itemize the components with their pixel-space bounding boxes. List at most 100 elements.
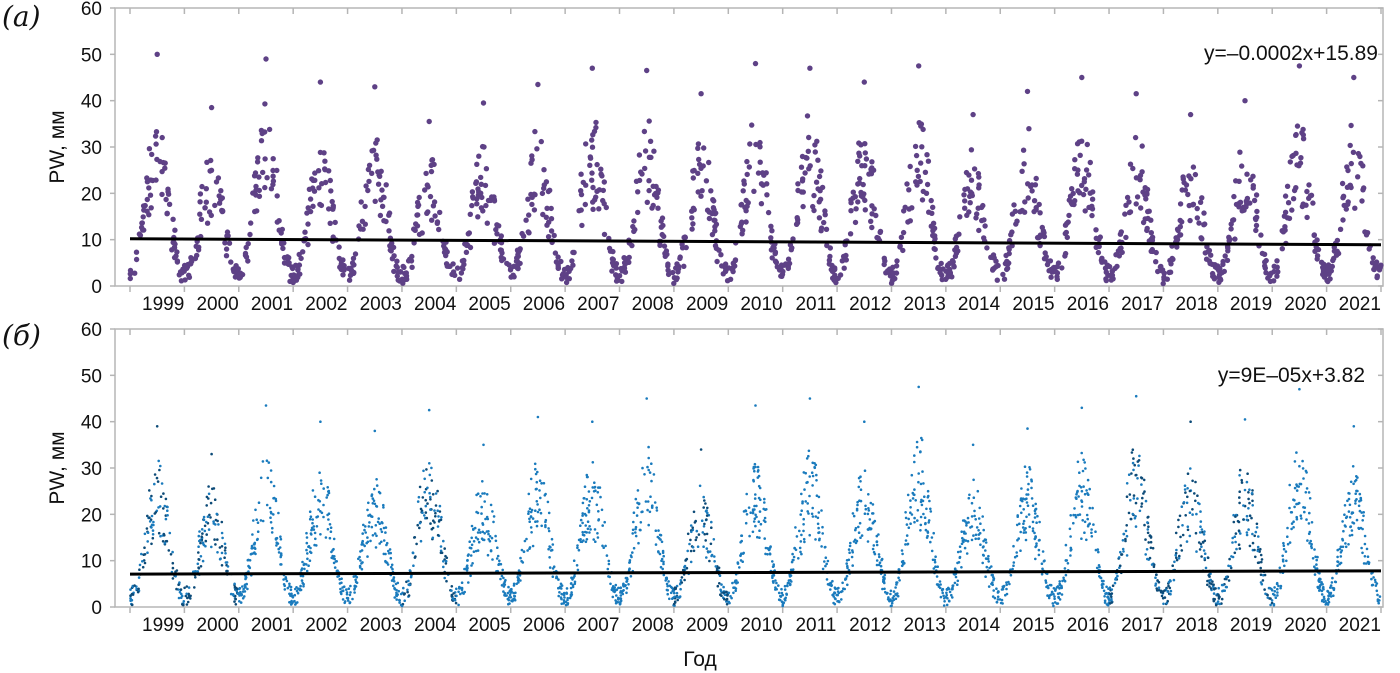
data-point [646,508,649,512]
data-point [659,565,663,569]
data-point [714,565,718,568]
data-point [877,553,881,556]
x-tick-label: 2005 [468,294,510,315]
data-point [318,202,325,209]
data-point [996,598,1000,601]
data-point [275,544,278,547]
data-point [463,590,467,594]
data-point [498,254,504,261]
data-point [1074,171,1081,177]
data-point [1238,496,1241,499]
data-point [742,551,745,555]
scatter-points [127,51,1384,287]
data-point [262,184,268,191]
data-point [754,493,757,496]
data-point [373,532,377,535]
data-point [485,515,489,519]
data-point [880,558,883,562]
data-point [869,501,873,505]
data-point [632,546,636,550]
data-point [875,540,879,544]
data-point [220,208,226,214]
data-point [1313,573,1317,576]
data-point [920,498,923,502]
data-point [1238,490,1241,494]
data-point [1216,600,1220,603]
data-point [471,562,474,565]
data-point [785,592,788,596]
data-point [1217,586,1220,590]
data-point [611,586,614,590]
data-point [1201,222,1207,228]
data-point [1054,264,1060,270]
data-point [270,167,276,174]
data-point [683,578,686,582]
data-point [348,601,352,604]
data-point [1304,469,1308,473]
data-point [799,153,806,160]
data-point [1293,132,1299,138]
data-point [1119,550,1122,554]
data-point [1259,553,1263,557]
data-point [1086,517,1089,521]
data-point [1185,501,1189,505]
data-point [483,166,490,172]
data-point [590,132,596,138]
data-point [415,542,418,546]
y-tick-label: 30 [81,138,102,159]
data-point [963,532,966,535]
data-point [1146,528,1150,531]
data-point [402,586,405,590]
data-point [1299,482,1303,486]
data-point [454,601,458,605]
data-point [798,164,805,170]
data-point [1134,515,1137,518]
data-point [875,559,879,562]
data-point [802,523,805,526]
data-point [1344,545,1348,549]
x-tick-label: 2003 [360,294,402,315]
data-point [740,534,743,537]
data-point [238,600,241,603]
data-point [864,504,867,508]
x-tick-label: 2021 [1339,615,1381,636]
data-point [1041,256,1048,262]
data-point [540,482,543,485]
data-point [392,580,396,583]
data-point [924,152,930,158]
data-point [434,492,438,495]
data-point [1009,211,1016,217]
data-point [650,202,656,209]
data-point [716,247,722,253]
data-point [1279,246,1286,252]
data-point [157,531,161,535]
data-point [489,194,495,200]
data-point [474,536,478,539]
data-point [932,567,936,570]
data-point [1336,548,1339,552]
data-point [1191,508,1194,511]
data-point [289,588,293,592]
data-point [377,517,381,520]
data-point [709,231,716,238]
data-point [1293,486,1297,490]
data-point [140,203,147,209]
data-point [909,506,912,509]
data-point [426,486,429,490]
data-point [322,503,325,507]
data-point [1286,215,1293,222]
data-point [177,583,180,586]
data-point [607,562,611,566]
data-point [927,521,930,524]
data-point [588,525,591,528]
data-point [986,557,990,561]
data-point [303,567,306,571]
data-point [177,269,184,275]
data-point [295,267,301,273]
x-tick-label: 2009 [686,294,728,315]
data-point [315,525,319,528]
data-point [547,527,550,530]
data-point [774,588,777,591]
data-point [1344,525,1347,528]
data-point [546,500,550,504]
